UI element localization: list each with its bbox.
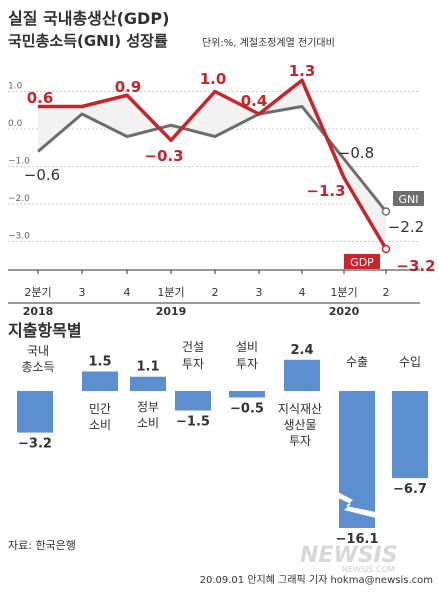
bar-category-label: 민간 (89, 402, 111, 416)
bar-category-label: 정부 (137, 400, 159, 414)
bar-category-label: 생산물 (283, 418, 316, 432)
bar-category-label: 지식재산 (278, 402, 322, 416)
bar-category-label: 수출 (346, 355, 368, 369)
bar-value-label: −1.5 (176, 415, 210, 430)
newsis-watermark: NEWSIS (300, 543, 398, 568)
gdp-data-label: 0.6 (27, 89, 54, 107)
chart-title-line1: 실질 국내총생산(GDP) (8, 9, 169, 28)
bar-category-label: 건설 (182, 340, 204, 354)
bar-category-label: 소비 (137, 416, 159, 430)
y-tick-label: 0.0 (8, 119, 23, 129)
credit-line: 20.09.01 안지혜 그래픽 기자 hokma@newsis.com (200, 574, 433, 586)
newsis-watermark-sub: NEWSIS.COM (342, 565, 395, 574)
bar-category-label: 총소득 (21, 360, 54, 374)
bar-value-label: 2.4 (290, 343, 313, 358)
bar-value-label: −3.2 (18, 437, 52, 452)
gdp-data-label: 1.0 (200, 70, 227, 88)
bar-value-label: −6.7 (393, 482, 427, 497)
bar-category-label: 설비 (236, 340, 258, 354)
bar-chart-title: 지출항목별 (8, 321, 82, 340)
series-gap-area (38, 80, 386, 249)
y-tick-label: −1.0 (8, 157, 30, 167)
bar-value-label: 1.1 (136, 360, 159, 375)
gdp-data-label: 0.9 (115, 78, 142, 96)
gdp-data-label: −3.2 (396, 257, 435, 275)
bar-7 (392, 391, 428, 479)
source-note: 자료: 한국은행 (8, 539, 76, 552)
gdp-end-marker (381, 244, 391, 254)
x-tick-label: 1분기 (157, 286, 184, 299)
gni-legend-tag (393, 191, 424, 206)
y-tick-label: −2.0 (8, 194, 30, 204)
bar-3 (175, 391, 211, 411)
x-tick-label: 4 (124, 286, 131, 299)
bar-4 (229, 391, 265, 398)
bar-category-label: 투자 (236, 357, 258, 371)
gdp-data-label: −1.3 (306, 182, 345, 200)
gdp-line (38, 78, 388, 250)
bar-5 (284, 359, 320, 391)
gni-data-label: −2.2 (388, 218, 424, 236)
unit-note: 단위:%, 계절조정계열 전기대비 (202, 36, 335, 49)
gni-end-marker (381, 207, 391, 216)
x-tick-label: 3 (256, 286, 263, 299)
bar-0 (17, 391, 53, 433)
gni-data-label: −0.8 (338, 144, 374, 162)
x-tick-label: 2분기 (24, 286, 51, 299)
chart-title-line2: 국민총소득(GNI) 성장률 (8, 32, 168, 50)
bar-value-label: −0.5 (230, 402, 264, 417)
axis-break-mark (338, 492, 376, 518)
year-label: 2020 (329, 305, 360, 318)
gdp-legend-label: GDP (350, 256, 374, 269)
x-tick-label: 3 (79, 286, 86, 299)
bar-6 (339, 391, 375, 528)
year-label: 2018 (23, 305, 54, 318)
bar-category-label: 수입 (399, 355, 421, 369)
gdp-data-label: 1.3 (289, 62, 316, 80)
gdp-data-label: −0.3 (144, 147, 183, 165)
x-tick-label: 4 (299, 286, 306, 299)
bar-value-label: 1.5 (88, 355, 111, 370)
y-tick-label: −3.0 (8, 232, 30, 242)
year-label: 2019 (156, 305, 187, 318)
bar-1 (82, 371, 118, 391)
bar-category-label: 국내 (27, 344, 49, 358)
bar-value-label: −16.1 (336, 532, 379, 547)
growth-line-chart: 1.0 0.0 −1.0 −2.0 −3.0 0.6 0.9 −0.3 1.0 0.4 1.3 −1.… (8, 62, 436, 318)
y-tick-label: 1.0 (8, 82, 23, 92)
x-tick-label: 2 (212, 286, 219, 299)
bar-category-label: 투자 (289, 434, 311, 448)
gdp-legend-tag (344, 254, 380, 269)
bar-category-label: 소비 (89, 418, 111, 432)
bar-category-label: 투자 (182, 357, 204, 371)
x-tick-label: 2 (383, 286, 390, 299)
bar-2 (130, 376, 166, 391)
gdp-data-label: 0.4 (241, 92, 268, 110)
gni-data-label: −0.6 (24, 166, 60, 184)
x-tick-label: 1분기 (330, 286, 357, 299)
gni-legend-label: GNI (399, 193, 419, 206)
